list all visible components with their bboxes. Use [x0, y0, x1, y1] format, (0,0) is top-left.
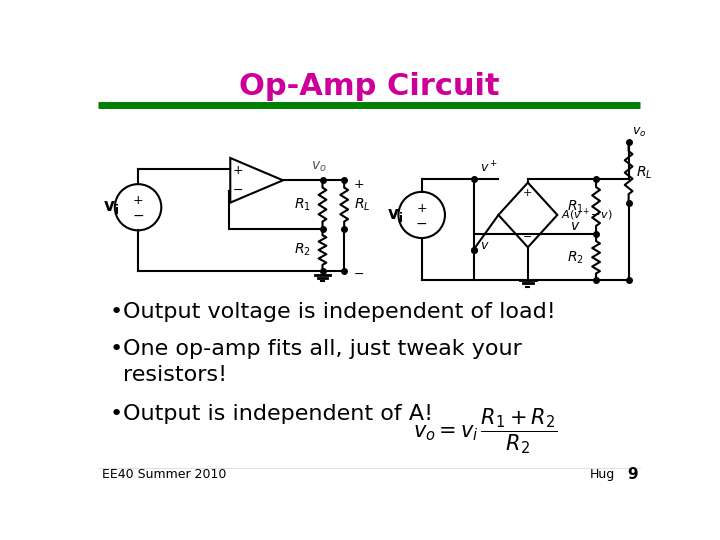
Text: $v_o$: $v_o$ [311, 159, 326, 174]
Text: •: • [109, 404, 122, 424]
Text: −: − [523, 232, 533, 241]
Text: $v$: $v$ [480, 239, 490, 252]
Text: −: − [354, 268, 364, 281]
Text: Output voltage is independent of load!: Output voltage is independent of load! [123, 302, 556, 322]
Text: Hug: Hug [590, 468, 615, 481]
Text: $v^+$: $v^+$ [480, 160, 498, 176]
Text: $A(v^+\!-\!v)$: $A(v^+\!-\!v)$ [561, 207, 613, 223]
Text: $\mathbf{v_i}$: $\mathbf{v_i}$ [103, 198, 119, 216]
Text: $R_L$: $R_L$ [354, 197, 370, 213]
Text: $R_2$: $R_2$ [567, 249, 584, 266]
Text: 9: 9 [627, 467, 638, 482]
Text: +: + [416, 201, 427, 214]
Text: −: − [416, 217, 428, 231]
Text: +: + [523, 188, 533, 198]
Text: Output is independent of A!: Output is independent of A! [123, 404, 433, 424]
Text: −: − [132, 209, 144, 222]
Text: $R_2$: $R_2$ [294, 242, 311, 258]
Text: $R_1$: $R_1$ [294, 197, 311, 213]
Text: +: + [132, 194, 143, 207]
Text: +: + [354, 178, 364, 191]
Text: $R_L$: $R_L$ [636, 164, 653, 181]
Text: $R_1$: $R_1$ [567, 198, 584, 215]
Text: •: • [109, 302, 122, 322]
Text: One op-amp fits all, just tweak your
resistors!: One op-amp fits all, just tweak your res… [123, 339, 522, 386]
Text: Op-Amp Circuit: Op-Amp Circuit [239, 72, 499, 101]
Text: $v$: $v$ [570, 219, 580, 233]
Text: $\mathbf{v_i}$: $\mathbf{v_i}$ [387, 206, 402, 224]
Text: +: + [233, 164, 243, 177]
Text: •: • [109, 339, 122, 359]
Text: $v_o = v_i\,\dfrac{R_1 + R_2}{R_2}$: $v_o = v_i\,\dfrac{R_1 + R_2}{R_2}$ [413, 406, 557, 456]
Text: −: − [233, 184, 243, 197]
Text: $v_o$: $v_o$ [631, 126, 646, 139]
Text: EE40 Summer 2010: EE40 Summer 2010 [102, 468, 226, 481]
